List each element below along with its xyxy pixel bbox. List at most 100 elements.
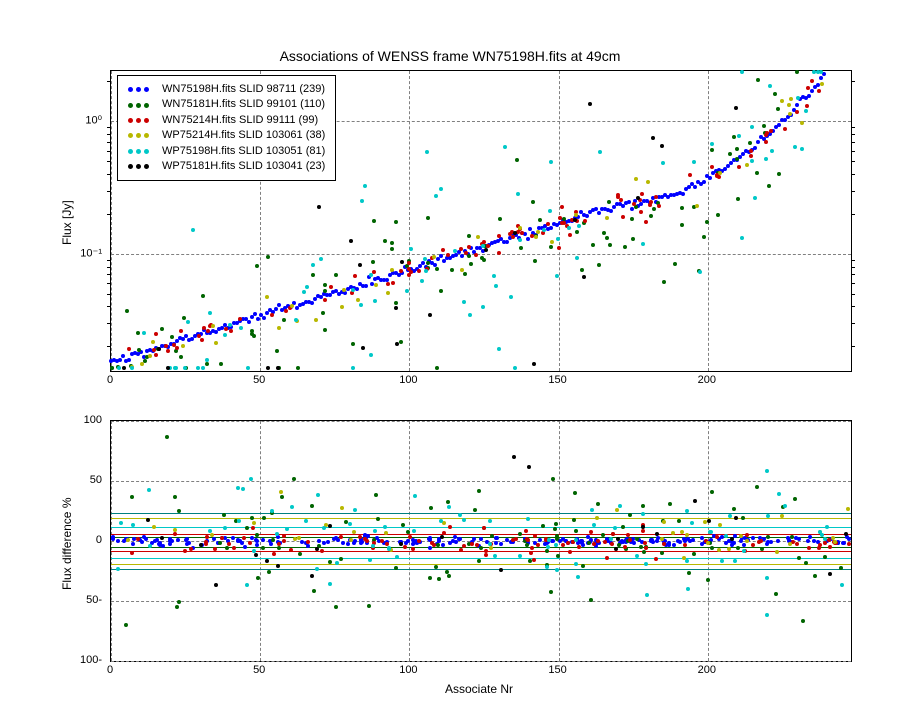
data-point xyxy=(370,282,374,286)
data-point xyxy=(621,215,625,219)
data-point xyxy=(788,542,792,546)
data-point xyxy=(755,171,759,175)
data-point xyxy=(437,577,441,581)
xtick-label: 200 xyxy=(698,664,716,676)
data-point xyxy=(583,219,587,223)
data-point xyxy=(436,257,440,261)
data-point xyxy=(142,331,146,335)
data-point xyxy=(340,506,344,510)
data-point xyxy=(245,526,249,530)
data-point xyxy=(110,366,114,370)
data-point xyxy=(282,318,286,322)
data-point xyxy=(394,306,398,310)
xtick-label: 50 xyxy=(253,664,265,676)
data-point xyxy=(641,242,645,246)
minor-tick xyxy=(851,127,855,128)
data-point xyxy=(425,150,429,154)
data-point xyxy=(468,313,472,317)
data-point xyxy=(661,161,665,165)
data-point xyxy=(376,517,380,521)
data-point xyxy=(605,216,609,220)
gridline-h xyxy=(111,481,851,482)
data-point xyxy=(750,125,754,129)
data-point xyxy=(225,546,229,550)
figure-title: Associations of WENSS frame WN75198H.fit… xyxy=(0,48,900,64)
data-point xyxy=(125,309,129,313)
data-point xyxy=(412,541,416,545)
data-point xyxy=(391,281,395,285)
reference-line xyxy=(111,518,851,519)
data-point xyxy=(356,298,360,302)
data-point xyxy=(261,538,265,542)
data-point xyxy=(577,224,581,228)
data-point xyxy=(613,526,617,530)
minor-tick xyxy=(107,151,111,152)
data-point xyxy=(447,574,451,578)
data-point xyxy=(787,103,791,107)
minor-tick xyxy=(107,294,111,295)
data-point xyxy=(654,557,658,561)
data-point xyxy=(536,230,540,234)
data-point xyxy=(439,187,443,191)
data-point xyxy=(364,284,368,288)
data-point xyxy=(227,542,231,546)
data-point xyxy=(360,199,364,203)
data-point xyxy=(497,251,501,255)
data-point xyxy=(825,525,829,529)
data-point xyxy=(700,536,704,540)
legend-label: WN75181H.fits SLID 99101 (110) xyxy=(162,97,325,112)
data-point xyxy=(841,541,845,545)
data-point xyxy=(127,358,131,362)
data-point xyxy=(435,267,439,271)
data-point xyxy=(276,564,280,568)
data-point xyxy=(241,487,245,491)
data-point xyxy=(290,304,294,308)
data-point xyxy=(250,516,254,520)
data-point xyxy=(341,541,345,545)
data-point xyxy=(311,273,315,277)
data-point xyxy=(708,176,712,180)
data-point xyxy=(651,136,655,140)
data-point xyxy=(116,539,120,543)
data-point xyxy=(745,163,749,167)
data-point xyxy=(660,537,664,541)
xtick-label: 0 xyxy=(107,664,113,676)
data-point xyxy=(127,347,131,351)
data-point xyxy=(662,280,666,284)
data-point xyxy=(372,219,376,223)
data-point xyxy=(649,200,653,204)
data-point xyxy=(576,575,580,579)
data-point xyxy=(166,366,170,370)
data-point xyxy=(326,540,330,544)
minor-tick xyxy=(851,134,855,135)
data-point xyxy=(757,540,761,544)
data-point xyxy=(623,245,627,249)
data-point xyxy=(248,541,252,545)
data-point xyxy=(213,547,217,551)
top-ylabel: Flux [Jy] xyxy=(60,200,74,245)
data-point xyxy=(524,529,528,533)
data-point xyxy=(462,518,466,522)
data-point xyxy=(793,497,797,501)
data-point xyxy=(573,218,577,222)
data-point xyxy=(239,326,243,330)
data-point xyxy=(626,533,630,537)
data-point xyxy=(839,566,843,570)
data-point xyxy=(497,347,501,351)
data-point xyxy=(469,262,473,266)
data-point xyxy=(252,521,256,525)
data-point xyxy=(527,465,531,469)
data-point xyxy=(632,541,636,545)
data-point xyxy=(450,268,454,272)
legend-marker xyxy=(128,149,158,154)
data-point xyxy=(474,253,478,257)
data-point xyxy=(806,539,810,543)
data-point xyxy=(568,233,572,237)
data-point xyxy=(256,317,260,321)
data-point xyxy=(395,342,399,346)
data-point xyxy=(434,194,438,198)
data-point xyxy=(732,507,736,511)
data-point xyxy=(505,240,509,244)
data-point xyxy=(588,102,592,106)
data-point xyxy=(728,152,732,156)
